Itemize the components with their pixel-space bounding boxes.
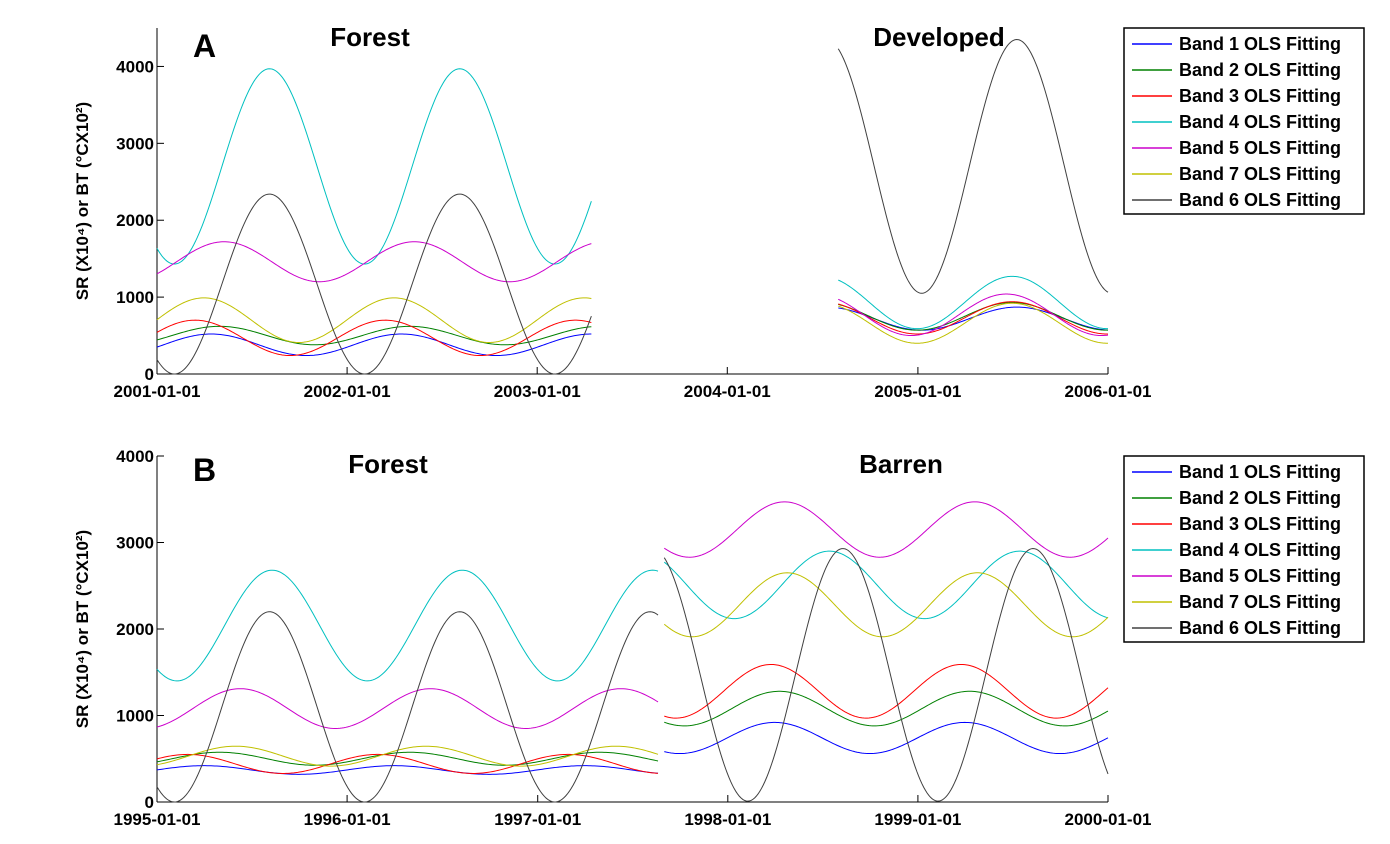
series-line-band-7-ols-fitting	[156, 297, 592, 343]
x-tick-label: 1999-01-01	[874, 810, 961, 829]
series-line-band-3-ols-fitting	[838, 301, 1109, 335]
chart-panel-b: 0 1000 2000 3000 4000 1995-01-01 1996-01-01 199…	[73, 447, 1365, 829]
y-tick-label: 2000	[116, 620, 154, 639]
series-line-band-6-ols-fitting	[663, 548, 1109, 802]
legend-label: Band 3 OLS Fitting	[1179, 514, 1341, 534]
legend-box	[1123, 455, 1365, 643]
series-line-band-6-ols-fitting	[156, 611, 659, 803]
series-line-band-7-ols-fitting	[156, 745, 659, 767]
legend-label: Band 1 OLS Fitting	[1179, 462, 1341, 482]
y-tick-label: 0	[145, 365, 154, 384]
panel-label: B	[193, 452, 216, 488]
y-tick-label: 0	[145, 793, 154, 812]
x-tick-label: 1997-01-01	[494, 810, 581, 829]
series-line-band-2-ols-fitting	[838, 301, 1108, 331]
legend-label: Band 5 OLS Fitting	[1179, 138, 1341, 158]
y-tick-label: 3000	[116, 534, 154, 553]
legend: Band 1 OLS Fitting Band 2 OLS Fitting Band…	[1123, 455, 1365, 643]
x-tick-label: 2001-01-01	[114, 382, 201, 401]
legend-label: Band 2 OLS Fitting	[1179, 60, 1341, 80]
x-tick-label: 2000-01-01	[1065, 810, 1152, 829]
x-tick-label: 2004-01-01	[684, 382, 771, 401]
x-tick-label: 2005-01-01	[874, 382, 961, 401]
chart-panel-a: 0 1000 2000 3000 4000 2001-01-01 2002-01-01 200…	[73, 22, 1365, 401]
region-label: Forest	[330, 22, 410, 52]
series-line-band-4-ols-fitting	[838, 275, 1108, 330]
y-axis-label: SR (X10⁴) or BT (°CX10²)	[73, 102, 92, 300]
series-line-band-5-ols-fitting	[838, 293, 1109, 337]
series-line-band-4-ols-fitting	[156, 569, 659, 682]
legend-label: Band 6 OLS Fitting	[1179, 618, 1341, 638]
series-line-band-2-ols-fitting	[156, 325, 592, 346]
legend-label: Band 5 OLS Fitting	[1179, 566, 1341, 586]
region-label: Barren	[859, 449, 943, 479]
series-line-band-5-ols-fitting	[156, 688, 659, 729]
series-line-band-5-ols-fitting	[663, 501, 1109, 558]
series-line-band-4-ols-fitting	[663, 550, 1109, 620]
series-line-band-2-ols-fitting	[664, 690, 1109, 727]
x-tick-label: 2006-01-01	[1065, 382, 1152, 401]
series-line-band-4-ols-fitting	[156, 68, 592, 265]
y-tick-label: 2000	[116, 211, 154, 230]
series-line-band-1-ols-fitting	[664, 721, 1109, 755]
legend-label: Band 4 OLS Fitting	[1179, 112, 1341, 132]
legend-label: Band 7 OLS Fitting	[1179, 164, 1341, 184]
legend-label: Band 4 OLS Fitting	[1179, 540, 1341, 560]
series-line-band-1-ols-fitting	[156, 333, 592, 357]
x-tick-label: 2002-01-01	[304, 382, 391, 401]
legend-label: Band 2 OLS Fitting	[1179, 488, 1341, 508]
x-tick-label: 1998-01-01	[684, 810, 771, 829]
series-line-band-7-ols-fitting	[838, 302, 1108, 344]
y-tick-label: 4000	[116, 447, 154, 466]
x-tick-label: 1995-01-01	[114, 810, 201, 829]
legend-label: Band 6 OLS Fitting	[1179, 190, 1341, 210]
legend-box	[1123, 27, 1365, 215]
x-tick-label: 2003-01-01	[494, 382, 581, 401]
x-tick-label: 1996-01-01	[304, 810, 391, 829]
y-tick-label: 1000	[116, 288, 154, 307]
series-line-band-6-ols-fitting	[156, 193, 592, 375]
region-label: Forest	[348, 449, 428, 479]
legend-label: Band 7 OLS Fitting	[1179, 592, 1341, 612]
y-tick-label: 4000	[116, 57, 154, 76]
series-line-band-3-ols-fitting	[156, 319, 592, 357]
legend-label: Band 1 OLS Fitting	[1179, 34, 1341, 54]
region-label: Developed	[873, 22, 1005, 52]
legend-label: Band 3 OLS Fitting	[1179, 86, 1341, 106]
panel-label: A	[193, 28, 216, 64]
series-line-band-3-ols-fitting	[664, 663, 1109, 719]
series-line-band-5-ols-fitting	[156, 241, 592, 283]
series-line-band-6-ols-fitting	[837, 39, 1109, 294]
legend: Band 1 OLS Fitting Band 2 OLS Fitting Band…	[1123, 27, 1365, 215]
y-tick-label: 1000	[116, 707, 154, 726]
y-axis-label: SR (X10⁴) or BT (°CX10²)	[73, 530, 92, 728]
series-line-band-7-ols-fitting	[663, 572, 1109, 638]
y-tick-label: 3000	[116, 134, 154, 153]
series-line-band-1-ols-fitting	[156, 765, 659, 775]
